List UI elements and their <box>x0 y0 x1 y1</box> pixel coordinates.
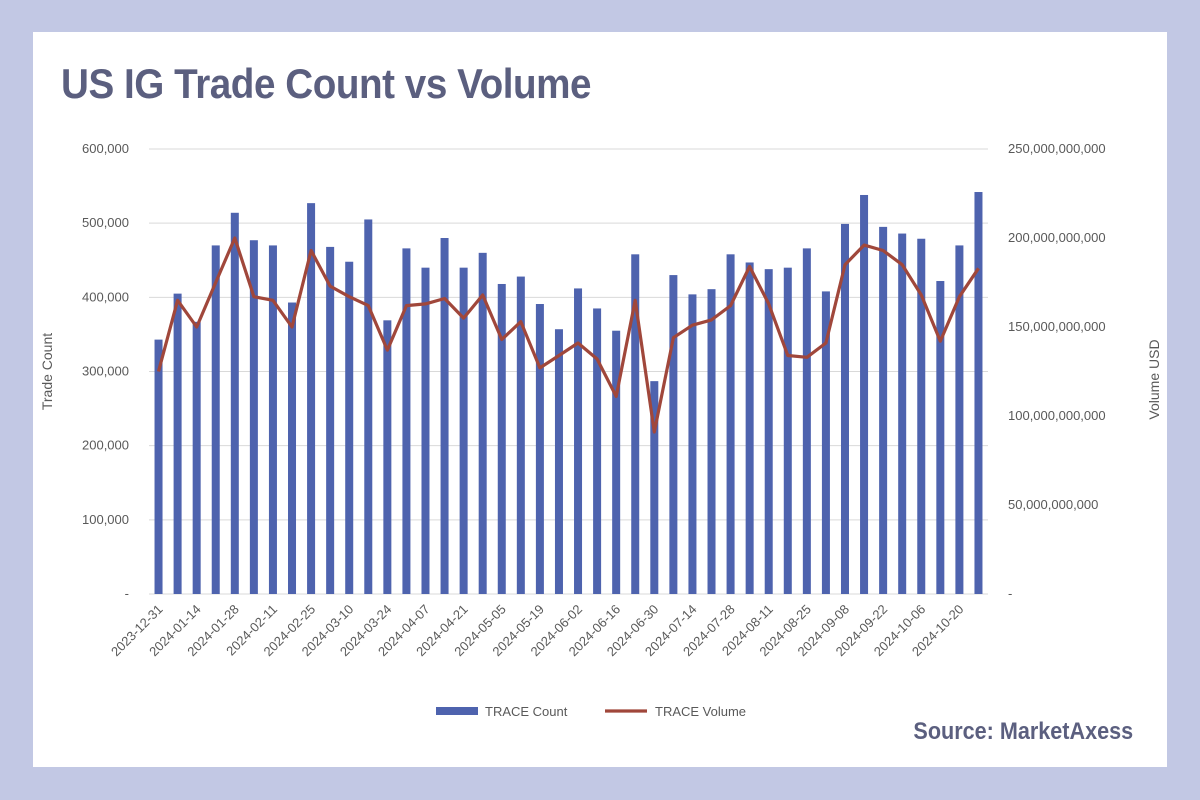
count-bar <box>307 203 316 594</box>
legend-count-label: TRACE Count <box>485 704 568 719</box>
y2-tick-label: 50,000,000,000 <box>1008 497 1098 512</box>
y2-tick-label: 100,000,000,000 <box>1008 408 1106 423</box>
count-bar <box>326 246 335 594</box>
chart-card: US IG Trade Count vs Volume - 100,000 200,… <box>33 32 1167 767</box>
count-bar <box>230 212 239 595</box>
y-axis-title: Trade Count <box>39 333 55 410</box>
x-axis-ticks: 2023-12-312024-01-142024-01-282024-02-11… <box>108 602 966 660</box>
count-bar <box>421 267 430 594</box>
count-bar <box>860 194 869 594</box>
count-bar <box>764 269 773 594</box>
count-bar <box>955 245 964 594</box>
y-tick-label: 400,000 <box>82 289 129 304</box>
count-bar <box>192 321 201 594</box>
count-bar <box>535 304 544 594</box>
count-bar <box>173 293 182 594</box>
y-tick-label: 500,000 <box>82 215 129 230</box>
legend-volume-label: TRACE Volume <box>655 704 746 719</box>
count-bar <box>249 240 258 594</box>
count-bar <box>688 294 697 594</box>
y-tick-label: 200,000 <box>82 438 129 453</box>
left-axis-ticks: - 100,000 200,000 300,000 400,000 500,000 600,… <box>82 141 129 601</box>
count-bar <box>593 308 602 594</box>
count-bar <box>707 289 716 594</box>
count-bar <box>383 320 392 594</box>
y-tick-label: - <box>125 586 129 601</box>
count-bar <box>211 245 220 594</box>
y-tick-label: 300,000 <box>82 364 129 379</box>
volume-series-line <box>156 236 980 434</box>
count-bar <box>364 219 373 595</box>
count-bar <box>612 330 621 594</box>
count-bar <box>726 254 735 595</box>
y-tick-label: 100,000 <box>82 512 129 527</box>
y-tick-label: 600,000 <box>82 141 129 156</box>
count-bar <box>936 281 945 594</box>
count-bar <box>459 267 468 594</box>
count-bar <box>154 339 163 594</box>
count-bar <box>574 288 583 594</box>
count-bar <box>288 302 297 594</box>
count-bar <box>497 283 506 594</box>
volume-line <box>156 236 980 434</box>
y2-tick-label: 150,000,000,000 <box>1008 319 1106 334</box>
count-bar <box>554 329 563 594</box>
count-bar <box>345 261 354 594</box>
count-bar <box>802 248 811 594</box>
count-bar <box>840 223 849 595</box>
count-bar <box>402 248 411 594</box>
y2-tick-label: - <box>1008 586 1012 601</box>
count-bar <box>440 238 449 594</box>
count-bar <box>917 238 926 594</box>
combo-chart: - 100,000 200,000 300,000 400,000 500,000 600,… <box>39 141 1162 719</box>
legend: TRACE Count TRACE Volume <box>436 704 746 719</box>
count-bars <box>154 192 983 595</box>
y2-tick-label: 250,000,000,000 <box>1008 141 1106 156</box>
y2-axis-title: Volume USD <box>1146 339 1162 419</box>
count-bar <box>631 254 640 595</box>
count-bar <box>516 276 525 594</box>
count-bar <box>879 226 888 594</box>
right-axis-ticks: - 50,000,000,000 100,000,000,000 150,000,00… <box>1008 141 1106 601</box>
count-bar <box>669 275 678 594</box>
source-note: Source: MarketAxess <box>913 718 1133 745</box>
count-bar <box>898 233 907 595</box>
count-bar <box>745 262 754 594</box>
count-bar <box>783 267 792 594</box>
legend-count-swatch <box>436 707 478 715</box>
chart-title: US IG Trade Count vs Volume <box>61 60 592 107</box>
y2-tick-label: 200,000,000,000 <box>1008 230 1106 245</box>
count-bar <box>478 252 487 595</box>
count-bar <box>268 245 277 594</box>
count-bar <box>821 291 830 594</box>
count-bar <box>974 192 983 594</box>
count-bar <box>650 381 659 594</box>
